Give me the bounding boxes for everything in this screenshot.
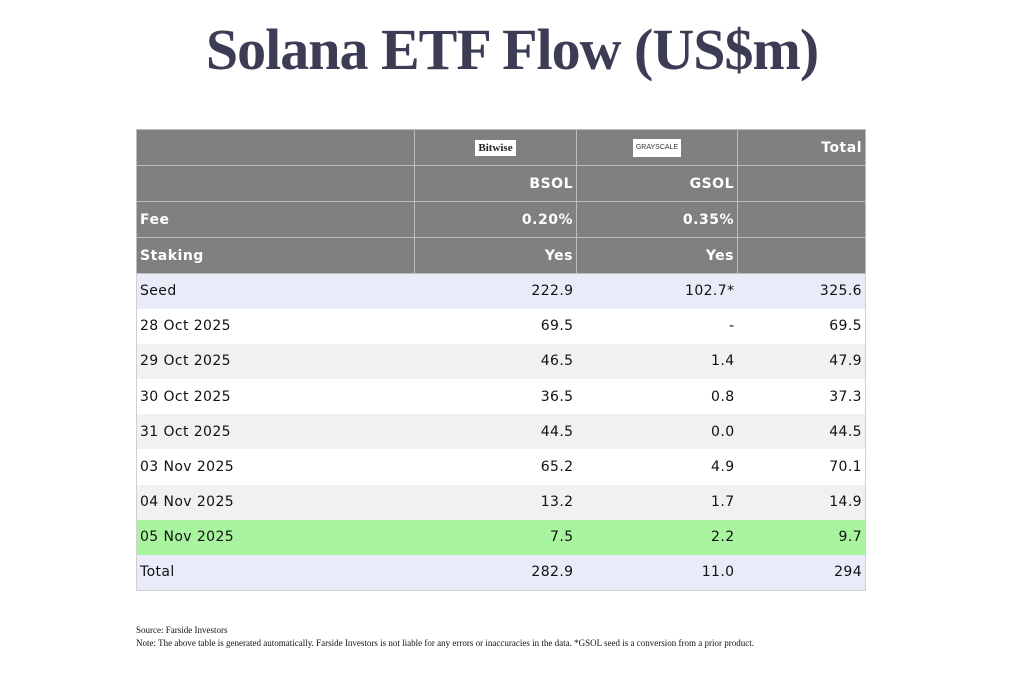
ticker-bsol: BSOL	[414, 165, 577, 202]
row-date: 30 Oct 2025	[140, 388, 231, 405]
row-gsol-flow: 102.7*	[685, 283, 735, 300]
row-date: 29 Oct 2025	[140, 353, 231, 370]
row-total-flow: 47.9	[829, 353, 862, 370]
row-date: 28 Oct 2025	[140, 318, 231, 335]
fee-gsol: 0.35%	[576, 201, 738, 238]
fee-bsol: 0.20%	[414, 201, 577, 238]
staking-bsol: Yes	[414, 237, 577, 274]
row-gsol-flow: 11.0	[701, 564, 735, 581]
table-row-latest: 05 Nov 2025 7.5 2.2 9.7	[136, 519, 866, 555]
header-empty-cell	[737, 201, 866, 238]
fee-header-row: Fee 0.20% 0.35%	[136, 201, 866, 238]
table-row: 28 Oct 2025 69.5 - 69.5	[136, 308, 866, 344]
header-empty-cell	[136, 129, 415, 166]
row-gsol-flow: -	[729, 318, 735, 335]
table-row: 29 Oct 2025 46.5 1.4 47.9	[136, 343, 866, 380]
table-row-total: Total 282.9 11.0 294	[136, 555, 866, 591]
issuer-header-row: Bitwise GRAYSCALE Total	[136, 129, 866, 166]
row-total-flow: 70.1	[829, 459, 862, 476]
row-date: 04 Nov 2025	[140, 494, 235, 511]
row-bsol-flow: 69.5	[540, 318, 574, 335]
row-gsol-flow: 1.4	[711, 353, 735, 370]
row-gsol-flow: 4.9	[711, 459, 735, 476]
row-gsol-flow: 2.2	[711, 529, 735, 546]
row-bsol-flow: 46.5	[540, 353, 574, 370]
fee-label: Fee	[136, 201, 415, 238]
row-bsol-flow: 65.2	[540, 459, 574, 476]
disclaimer-note: Note: The above table is generated autom…	[136, 638, 754, 648]
row-bsol-flow: 282.9	[531, 564, 574, 581]
row-total-flow: 69.5	[829, 318, 862, 335]
row-date: 31 Oct 2025	[140, 423, 231, 440]
row-date: 05 Nov 2025	[140, 529, 235, 546]
footnotes: Source: Farside Investors Note: The abov…	[136, 624, 996, 650]
row-bsol-flow: 222.9	[531, 283, 574, 300]
staking-gsol: Yes	[576, 237, 738, 274]
table-row: 30 Oct 2025 36.5 0.8 37.3	[136, 379, 866, 415]
page-title: Solana ETF Flow (US$m)	[205, 17, 819, 82]
row-bsol-flow: 36.5	[540, 388, 574, 405]
row-date: Total	[140, 564, 175, 581]
staking-header-row: Staking Yes Yes	[136, 237, 866, 274]
row-total-flow: 37.3	[829, 388, 862, 405]
header-empty-cell	[737, 165, 866, 202]
issuer-header-bitwise: Bitwise	[414, 129, 577, 166]
header-empty-cell	[136, 165, 415, 202]
header-empty-cell	[737, 237, 866, 274]
ticker-gsol: GSOL	[576, 165, 738, 202]
row-total-flow: 294	[834, 564, 862, 581]
row-total-flow: 44.5	[829, 423, 862, 440]
row-bsol-flow: 7.5	[550, 529, 574, 546]
table-row: 04 Nov 2025 13.2 1.7 14.9	[136, 484, 866, 520]
issuer-header-grayscale: GRAYSCALE	[576, 129, 738, 166]
row-date: 03 Nov 2025	[140, 459, 235, 476]
etf-flow-table: Bitwise GRAYSCALE Total BSOL GSOL Fee 0.…	[136, 129, 866, 591]
table-row: 31 Oct 2025 44.5 0.0 44.5	[136, 414, 866, 450]
row-gsol-flow: 1.7	[711, 494, 735, 511]
row-bsol-flow: 44.5	[540, 423, 574, 440]
bitwise-logo: Bitwise	[475, 139, 516, 156]
row-bsol-flow: 13.2	[540, 494, 574, 511]
grayscale-logo: GRAYSCALE	[632, 138, 682, 157]
table-row: 03 Nov 2025 65.2 4.9 70.1	[136, 449, 866, 485]
staking-label: Staking	[136, 237, 415, 274]
table-row-seed: Seed 222.9 102.7* 325.6	[136, 273, 866, 309]
ticker-header-row: BSOL GSOL	[136, 165, 866, 202]
row-total-flow: 9.7	[838, 529, 862, 546]
row-gsol-flow: 0.0	[711, 423, 735, 440]
row-total-flow: 14.9	[829, 494, 862, 511]
total-column-header: Total	[737, 129, 866, 166]
row-date: Seed	[140, 283, 177, 300]
row-total-flow: 325.6	[819, 283, 862, 300]
source-note: Source: Farside Investors	[136, 625, 228, 635]
row-gsol-flow: 0.8	[711, 388, 735, 405]
